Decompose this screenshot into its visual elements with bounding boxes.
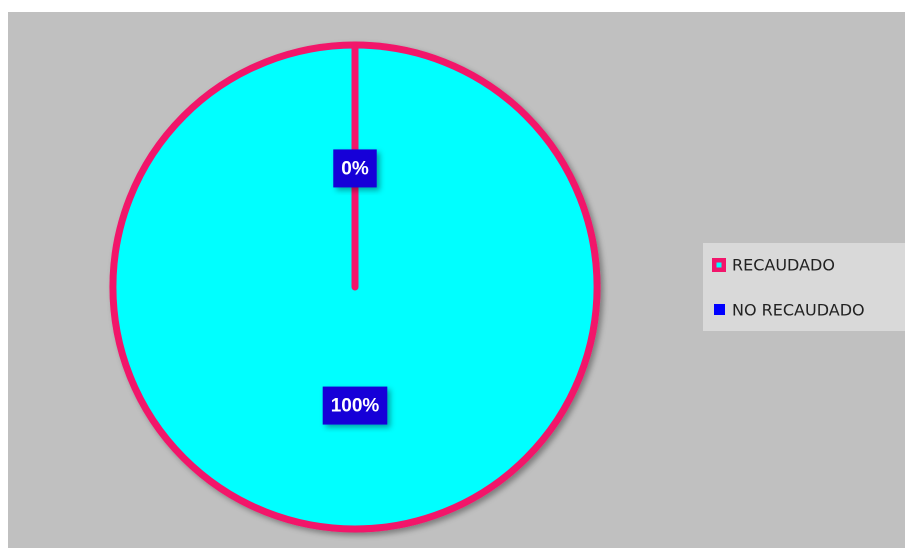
data-label-box (322, 386, 388, 425)
data-label: 0% (341, 158, 369, 179)
pie (109, 41, 601, 533)
legend-marker (714, 304, 725, 315)
legend-label: RECAUDADO (732, 256, 835, 275)
legend-box (703, 243, 905, 331)
legend-marker-inner (716, 262, 722, 268)
data-label-box (333, 149, 377, 188)
legend-label: NO RECAUDADO (732, 301, 865, 320)
data-label: 100% (331, 396, 380, 417)
